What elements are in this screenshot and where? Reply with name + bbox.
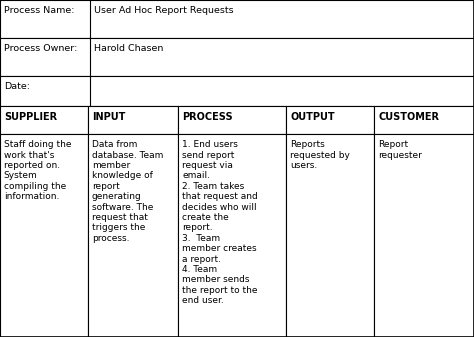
Bar bbox=[374, 106, 474, 134]
Text: Staff doing the
work that's
reported on.
System
compiling the
information.: Staff doing the work that's reported on.… bbox=[4, 140, 71, 201]
Bar bbox=[88, 106, 178, 134]
Bar bbox=[374, 134, 474, 337]
Text: Report
requester: Report requester bbox=[378, 140, 422, 160]
Text: User Ad Hoc Report Requests: User Ad Hoc Report Requests bbox=[94, 6, 234, 15]
Bar bbox=[0, 38, 474, 76]
Text: PROCESS: PROCESS bbox=[182, 112, 233, 122]
Bar bbox=[286, 106, 374, 134]
Text: INPUT: INPUT bbox=[92, 112, 125, 122]
Bar bbox=[286, 134, 374, 337]
Bar bbox=[88, 134, 178, 337]
Bar bbox=[0, 134, 88, 337]
Bar bbox=[178, 134, 286, 337]
Text: OUTPUT: OUTPUT bbox=[290, 112, 335, 122]
Text: CUSTOMER: CUSTOMER bbox=[378, 112, 439, 122]
Text: Reports
requested by
users.: Reports requested by users. bbox=[290, 140, 350, 170]
Bar bbox=[0, 76, 474, 106]
Text: Harold Chasen: Harold Chasen bbox=[94, 44, 163, 53]
Bar bbox=[0, 0, 474, 38]
Text: Date:: Date: bbox=[4, 82, 30, 91]
Bar bbox=[0, 106, 88, 134]
Text: SUPPLIER: SUPPLIER bbox=[4, 112, 57, 122]
Text: Process Owner:: Process Owner: bbox=[4, 44, 77, 53]
Bar bbox=[178, 106, 286, 134]
Text: Data from
database. Team
member
knowledge of
report
generating
software. The
req: Data from database. Team member knowledg… bbox=[92, 140, 164, 243]
Text: 1. End users
send report
request via
email.
2. Team takes
that request and
decid: 1. End users send report request via ema… bbox=[182, 140, 258, 305]
Text: Process Name:: Process Name: bbox=[4, 6, 74, 15]
